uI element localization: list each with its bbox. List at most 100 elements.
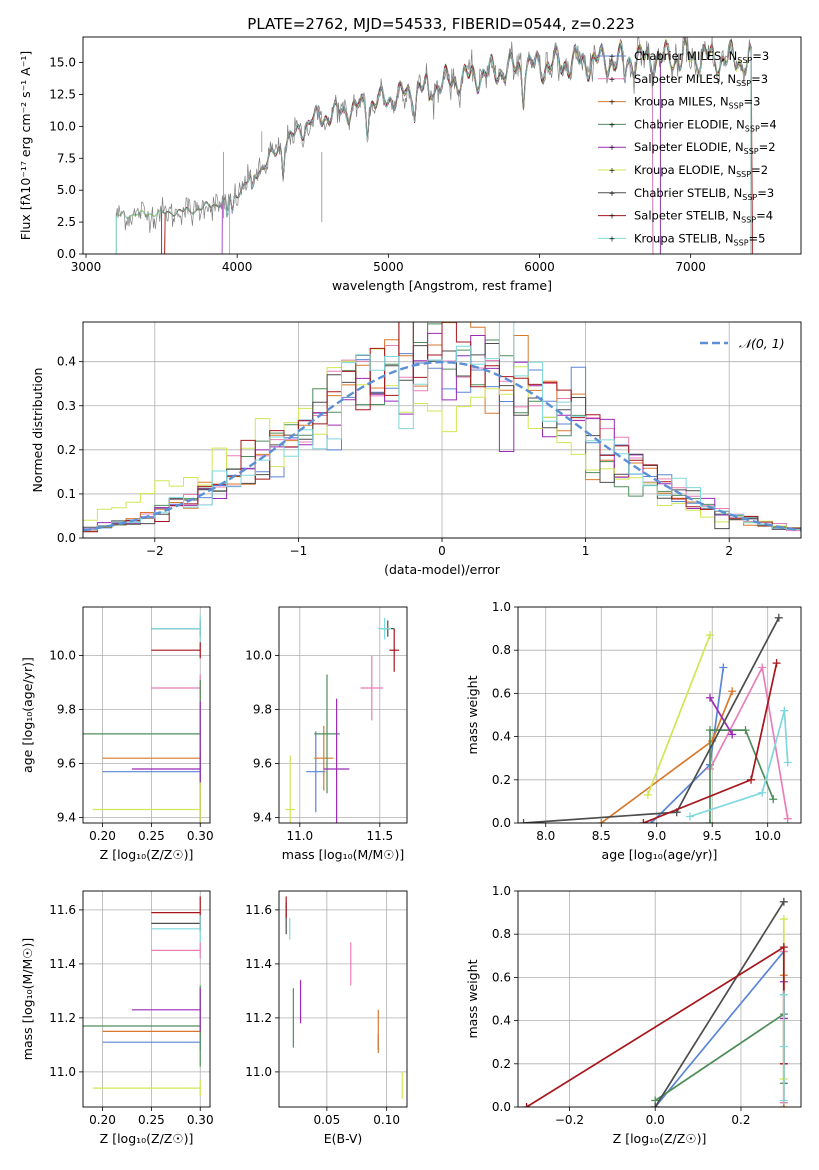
spectrum-xtick-label: 6000	[524, 260, 555, 274]
weight_vs_age-series-marker-1	[758, 663, 767, 672]
legend-marker-7: +	[609, 212, 616, 221]
weight_vs_age-series-marker-6	[519, 819, 528, 823]
spectrum-ylabel: Flux [fλ10⁻¹⁷ erg cm⁻² s⁻¹ A⁻¹]	[18, 51, 33, 240]
weight_vs_Z-series-marker-8	[779, 990, 788, 999]
legend-label-0: Chabrier MILES, NSSP=3	[634, 49, 769, 65]
spectrum-ytick-label: 10.0	[49, 119, 76, 133]
age_vs_Z-xtick-label: 0.20	[89, 829, 116, 843]
age_vs_mass-ytick-label: 10.0	[245, 649, 272, 663]
weight_vs_Z-xtick-label: 0.2	[731, 1113, 750, 1127]
age_vs_mass-xtick-label: 11.5	[366, 829, 393, 843]
weight_vs_Z-plot-area	[522, 897, 788, 1107]
age_vs_Z-ytick-label: 9.4	[57, 811, 76, 825]
weight_vs_Z-series-marker-5	[779, 915, 788, 924]
weight_vs_Z-ytick-label: 0.8	[492, 927, 511, 941]
residuals-xtick-label: 0	[438, 544, 446, 558]
weight_vs_age-ytick-label: 0.4	[492, 730, 511, 744]
age_vs_Z-ytick-label: 9.6	[57, 757, 76, 771]
weight_vs_age-xtick-label: 9.5	[703, 829, 722, 843]
residuals-ytick-label: 0.3	[57, 399, 76, 413]
weight_vs_Z-series-marker-6	[779, 897, 788, 906]
legend-label-5: Kroupa ELODIE, NSSP=2	[634, 163, 768, 179]
weight_vs_age-xtick-label: 9.0	[647, 829, 666, 843]
weight_vs_Z-series-marker-8	[779, 1096, 788, 1105]
weight_vs_age-xtick-label: 8.5	[592, 829, 611, 843]
mass_vs_ebv-xlabel: E(B-V)	[324, 1131, 363, 1146]
weight_vs_age-ylabel: mass weight	[465, 675, 480, 754]
legend-marker-1: +	[609, 75, 616, 84]
weight_vs_age-series-line-6	[523, 617, 780, 823]
weight_vs_age-series-marker-2	[597, 819, 606, 823]
mass_vs_ebv-ytick-label: 11.0	[245, 1065, 272, 1079]
weight_vs_Z-ytick-label: 0.2	[492, 1057, 511, 1071]
spectrum-model-line	[161, 44, 654, 254]
figure-title: PLATE=2762, MJD=54533, FIBERID=0544, z=0…	[247, 15, 634, 33]
weight_vs_age-series-marker-7	[747, 775, 756, 784]
spectrum-ytick-label: 7.5	[57, 151, 76, 165]
weight_vs_Z-ytick-label: 0.6	[492, 970, 511, 984]
mass_vs_Z-ylabel: mass [log₁₀(M/M☉)]	[20, 938, 35, 1060]
weight_vs_Z-series-line-0	[654, 950, 785, 1107]
weight_vs_age-frame	[517, 606, 802, 824]
spectrum-xtick-label: 4000	[222, 260, 253, 274]
mass_vs_Z-xlabel: Z [log₁₀(Z/Z☉)]	[100, 1131, 194, 1146]
residuals-ytick-label: 0.0	[57, 531, 76, 545]
weight_vs_Z-series-line-6	[654, 901, 785, 1107]
spectrum-model-line	[221, 38, 661, 254]
weight_vs_age-ytick-label: 0.0	[492, 816, 511, 830]
mass_vs_ebv-ytick-label: 11.4	[245, 957, 272, 971]
age_vs_Z-ylabel: age [log₁₀(age/yr)]	[20, 657, 35, 773]
weight_vs_Z-series-line-3	[654, 1012, 785, 1102]
mass_vs_Z-panel: 0.20 0.25 0.30 11.0 11.2 11.4 11.6 Z [log₁₀(Z/Z…	[20, 890, 214, 1146]
age_vs_Z-xlabel: Z [log₁₀(Z/Z☉)]	[100, 847, 194, 862]
mass_vs_ebv-xtick-label: 0.10	[373, 1113, 400, 1127]
spectrum-xtick-label: 5000	[373, 260, 404, 274]
spectrum-plot-area	[115, 37, 754, 254]
legend-marker-4: +	[609, 143, 616, 152]
weight_vs_age-series-marker-3	[769, 795, 778, 804]
legend-label-6: Chabrier STELIB, NSSP=3	[634, 186, 774, 202]
weight_vs_Z-series-marker-7	[522, 1103, 531, 1107]
legend-label-3: Chabrier ELODIE, NSSP=4	[634, 117, 777, 133]
mass_vs_Z-ytick-label: 11.0	[49, 1065, 76, 1079]
age_vs_Z-plot-area	[83, 615, 201, 823]
legend-marker-2: +	[609, 98, 616, 107]
residuals-xtick-label: −2	[146, 544, 164, 558]
residuals-legend: 𝒩(0, 1)	[700, 336, 785, 351]
residuals-ytick-label: 0.2	[57, 443, 76, 457]
gaussian-curve	[83, 360, 801, 532]
residual-histogram-5	[83, 348, 801, 538]
legend-marker-6: +	[609, 189, 616, 198]
weight_vs_Z-series-marker-8	[779, 1042, 788, 1051]
weight_vs_age-series-line-3	[709, 729, 775, 823]
spectrum-data-line	[115, 37, 752, 233]
age_vs_Z-ytick-label: 10.0	[49, 649, 76, 663]
weight_vs_Z-ylabel: mass weight	[465, 959, 480, 1038]
weight_vs_age-series-marker-5	[705, 631, 714, 640]
weight_vs_Z-frame	[517, 890, 802, 1108]
weight_vs_age-xlabel: age [log₁₀(age/yr)]	[602, 847, 718, 862]
weight_vs_age-series-line-8	[689, 710, 789, 818]
residuals-xtick-label: −1	[290, 544, 308, 558]
weight_vs_Z-panel: −0.2 0.0 0.2 0.0 0.2 0.4 0.6 0.8 1.0 Z [log₁₀(Z/Z…	[465, 884, 802, 1146]
spectrum-frame	[82, 36, 802, 255]
weight_vs_age-series-marker-8	[686, 812, 695, 821]
weight_vs_age-series-marker-8	[758, 788, 767, 797]
age_vs_Z-xtick-label: 0.25	[138, 829, 165, 843]
age_vs_mass-frame	[278, 606, 408, 824]
mass_vs_Z-frame	[82, 890, 211, 1108]
weight_vs_age-xtick-label: 8.0	[536, 829, 555, 843]
mass_vs_ebv-panel: 0.05 0.10 11.0 11.2 11.4 11.6 E(B-V)	[245, 890, 408, 1146]
weight_vs_age-series-marker-4	[728, 730, 737, 739]
spectrum-xtick-label: 7000	[675, 260, 706, 274]
mass_vs_Z-xtick-label: 0.25	[138, 1113, 165, 1127]
mass_vs_ebv-plot-area	[285, 896, 403, 1099]
legend-label-2: Kroupa MILES, NSSP=3	[634, 95, 760, 111]
weight_vs_age-series-marker-4	[705, 693, 714, 702]
spectrum-xtick-label: 3000	[71, 260, 102, 274]
weight_vs_Z-xlabel: Z [log₁₀(Z/Z☉)]	[613, 1131, 707, 1146]
mass_vs_Z-ytick-label: 11.4	[49, 957, 76, 971]
weight_vs_age-series-marker-0	[719, 663, 728, 672]
mass_vs_Z-plot-area	[83, 896, 201, 1097]
